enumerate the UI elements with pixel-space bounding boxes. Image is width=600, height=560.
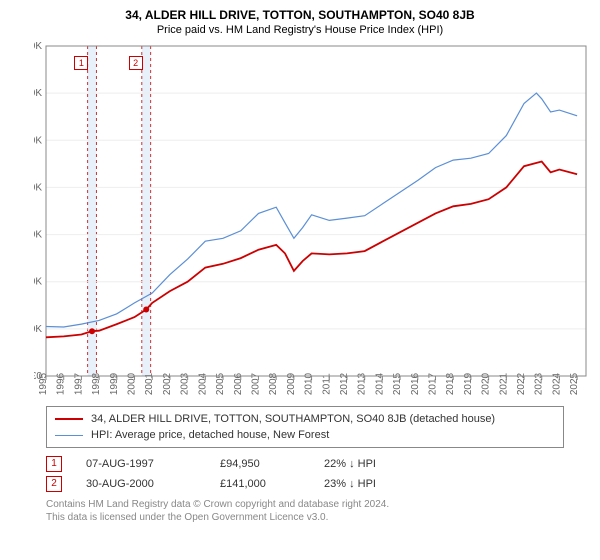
- marker-price: £94,950: [220, 454, 300, 474]
- marker-date: 07-AUG-1997: [86, 454, 196, 474]
- legend-swatch: [55, 418, 83, 420]
- marker-delta: 22% ↓ HPI: [324, 454, 376, 474]
- footnotes: Contains HM Land Registry data © Crown c…: [46, 498, 600, 524]
- marker-badge: 1: [46, 456, 62, 472]
- marker-row: 1 07-AUG-1997 £94,950 22% ↓ HPI: [46, 454, 600, 474]
- legend-label: 34, ALDER HILL DRIVE, TOTTON, SOUTHAMPTO…: [91, 411, 495, 427]
- svg-text:£400K: £400K: [34, 182, 42, 193]
- legend: 34, ALDER HILL DRIVE, TOTTON, SOUTHAMPTO…: [46, 406, 564, 448]
- legend-item: 34, ALDER HILL DRIVE, TOTTON, SOUTHAMPTO…: [55, 411, 555, 427]
- legend-swatch: [55, 435, 83, 436]
- svg-text:£100K: £100K: [34, 324, 42, 335]
- svg-text:£300K: £300K: [34, 230, 42, 241]
- chart-subtitle: Price paid vs. HM Land Registry's House …: [0, 22, 600, 40]
- marker-table: 1 07-AUG-1997 £94,950 22% ↓ HPI 2 30-AUG-2000…: [46, 454, 600, 494]
- chart-event-badge: 1: [74, 56, 88, 70]
- svg-text:£700K: £700K: [34, 41, 42, 52]
- marker-price: £141,000: [220, 474, 300, 494]
- marker-row: 2 30-AUG-2000 £141,000 23% ↓ HPI: [46, 474, 600, 494]
- chart-svg: £0£100K£200K£300K£400K£500K£600K£700K199…: [34, 40, 594, 400]
- footnote-line: Contains HM Land Registry data © Crown c…: [46, 498, 600, 511]
- marker-delta: 23% ↓ HPI: [324, 474, 376, 494]
- svg-text:£200K: £200K: [34, 277, 42, 288]
- marker-date: 30-AUG-2000: [86, 474, 196, 494]
- legend-label: HPI: Average price, detached house, New …: [91, 427, 329, 443]
- footnote-line: This data is licensed under the Open Gov…: [46, 511, 600, 524]
- legend-item: HPI: Average price, detached house, New …: [55, 427, 555, 443]
- chart-event-badge: 2: [129, 56, 143, 70]
- svg-text:£500K: £500K: [34, 135, 42, 146]
- chart-area: £0£100K£200K£300K£400K£500K£600K£700K199…: [34, 40, 594, 400]
- chart-title: 34, ALDER HILL DRIVE, TOTTON, SOUTHAMPTO…: [0, 0, 600, 22]
- marker-badge: 2: [46, 476, 62, 492]
- svg-text:£600K: £600K: [34, 88, 42, 99]
